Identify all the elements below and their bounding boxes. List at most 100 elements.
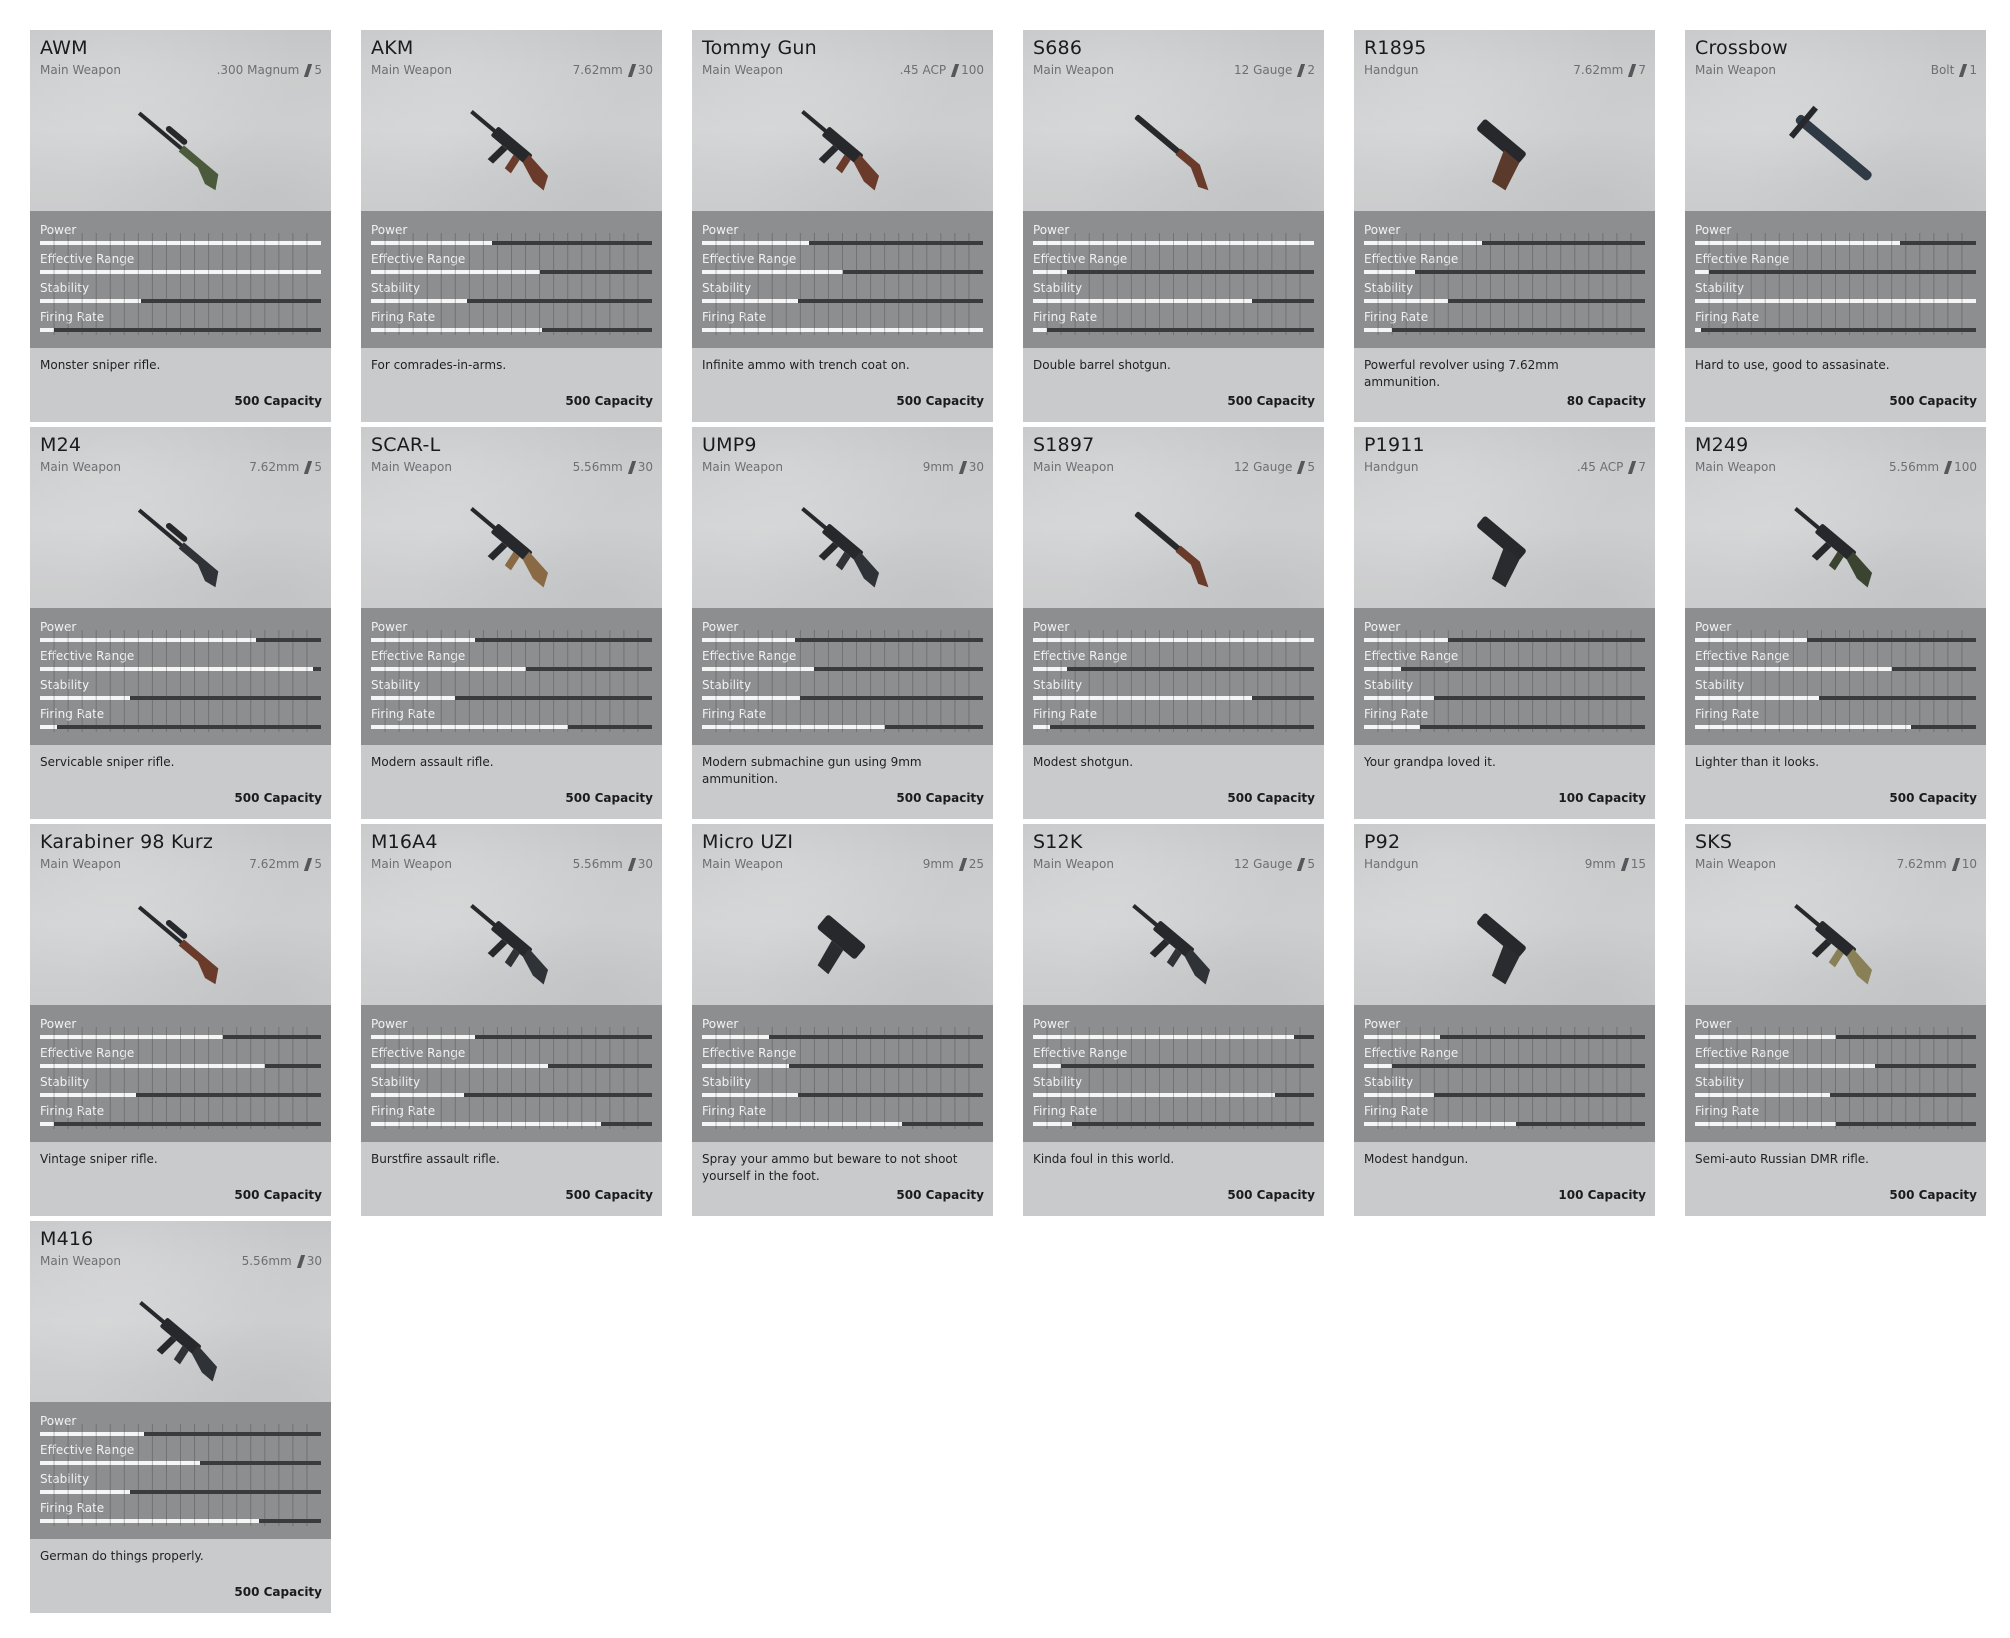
ammo-info: 5.56mm 100 — [1889, 460, 1977, 474]
ammo-info: 9mm 25 — [923, 857, 984, 871]
stat-bar-fill — [40, 725, 57, 729]
weapon-card[interactable]: P92 Handgun 9mm 15 Power Effective Range Stabi… — [1354, 824, 1655, 1216]
weapon-name: SCAR-L — [371, 434, 441, 456]
stat-bar-fill — [371, 1122, 601, 1126]
ammo-info: 7.62mm 10 — [1897, 857, 1977, 871]
weapon-capacity: 500 Capacity — [234, 791, 322, 805]
stat-bar — [1364, 328, 1645, 332]
stat-bar-fill — [40, 299, 141, 303]
stat-stability: Stability — [1364, 674, 1645, 703]
ammo-caliber: 9mm — [922, 460, 954, 474]
stat-bar-fill — [1033, 328, 1047, 332]
stat-bar — [40, 299, 321, 303]
ammo-caliber: 5.56mm — [241, 1254, 292, 1268]
weapon-card[interactable]: AKM Main Weapon 7.62mm 30 Power Effective Ran… — [361, 30, 662, 422]
stat-bar — [371, 1035, 652, 1039]
ammo-caliber: 5.56mm — [1888, 460, 1940, 474]
stat-bar-fill — [1364, 299, 1448, 303]
stat-label: Effective Range — [371, 252, 466, 266]
stat-bar — [1033, 241, 1314, 245]
weapon-stats: Power Effective Range Stability Firing Rate — [361, 1005, 662, 1142]
stat-label: Firing Rate — [40, 1501, 105, 1515]
stat-bar — [40, 696, 321, 700]
weapon-card[interactable]: Micro UZI Main Weapon 9mm 25 Power Effective … — [692, 824, 993, 1216]
stat-range: Effective Range — [1695, 645, 1976, 674]
ammo-caliber: 7.62mm — [1573, 63, 1624, 77]
ammo-caliber: .300 Magnum — [216, 63, 300, 77]
stat-bar — [702, 241, 983, 245]
stat-label: Firing Rate — [1364, 707, 1429, 721]
stat-label: Power — [1695, 620, 1732, 634]
stat-stability: Stability — [702, 1071, 983, 1100]
weapon-card[interactable]: Tommy Gun Main Weapon .45 ACP 100 Power Effec… — [692, 30, 993, 422]
stat-bar — [702, 1064, 983, 1068]
stat-bar — [1364, 667, 1645, 671]
stat-bar-fill — [1364, 1064, 1392, 1068]
stat-bar — [1695, 270, 1976, 274]
magazine-size: 10 — [1961, 857, 1977, 871]
weapon-card[interactable]: AWM Main Weapon .300 Magnum 5 Power Effective… — [30, 30, 331, 422]
stat-bar-fill — [702, 1093, 798, 1097]
stat-range: Effective Range — [40, 1439, 321, 1468]
stat-bar-fill — [40, 241, 321, 245]
weapon-card[interactable]: Karabiner 98 Kurz Main Weapon 7.62mm 5 Power… — [30, 824, 331, 1216]
weapon-stats: Power Effective Range Stability Firing Rate — [1354, 608, 1655, 745]
ammo-info: 7.62mm 5 — [249, 460, 322, 474]
weapon-capacity: 500 Capacity — [896, 394, 984, 408]
weapon-card[interactable]: M416 Main Weapon 5.56mm 30 Power Effective Ra… — [30, 1221, 331, 1613]
stat-label: Effective Range — [40, 649, 135, 663]
weapon-card[interactable]: SKS Main Weapon 7.62mm 10 Power Effective Ran… — [1685, 824, 1986, 1216]
bullet-icon — [304, 63, 313, 77]
stat-bar — [1695, 1064, 1976, 1068]
magazine-size: 5 — [314, 63, 322, 77]
stat-label: Effective Range — [1033, 649, 1128, 663]
stat-bar — [1364, 299, 1645, 303]
stat-stability: Stability — [1033, 674, 1314, 703]
weapon-card[interactable]: Crossbow Main Weapon Bolt 1 Power Effective R… — [1685, 30, 1986, 422]
weapon-capacity: 500 Capacity — [1889, 394, 1977, 408]
weapon-card[interactable]: P1911 Handgun .45 ACP 7 Power Effective Range… — [1354, 427, 1655, 819]
weapon-card[interactable]: R1895 Handgun 7.62mm 7 Power Effective Range S… — [1354, 30, 1655, 422]
weapon-description: Modern submachine gun using 9mm ammuniti… — [702, 755, 922, 786]
weapon-type: Main Weapon — [371, 460, 452, 474]
bullet-icon — [1297, 63, 1306, 77]
weapon-icon — [1118, 100, 1228, 200]
weapon-card[interactable]: S12K Main Weapon 12 Gauge 5 Power Effective R… — [1023, 824, 1324, 1216]
weapon-type: Main Weapon — [1695, 460, 1776, 474]
stat-range: Effective Range — [1033, 1042, 1314, 1071]
stat-label: Stability — [1695, 1075, 1745, 1089]
magazine-size: 5 — [1307, 460, 1315, 474]
stat-label: Stability — [702, 281, 752, 295]
weapon-icon — [1118, 894, 1228, 994]
stat-power: Power — [702, 219, 983, 248]
weapon-stats: Power Effective Range Stability Firing Rate — [1685, 1005, 1986, 1142]
weapon-icon — [456, 100, 566, 200]
stat-bar — [1364, 1122, 1645, 1126]
weapon-card[interactable]: M16A4 Main Weapon 5.56mm 30 Power Effective R… — [361, 824, 662, 1216]
weapon-icon — [456, 497, 566, 597]
stat-rate: Firing Rate — [702, 306, 983, 335]
weapon-preview — [692, 427, 993, 608]
stat-power: Power — [1033, 219, 1314, 248]
bullet-icon — [958, 460, 967, 474]
stat-label: Effective Range — [1364, 649, 1459, 663]
stat-power: Power — [1364, 219, 1645, 248]
weapon-card[interactable]: S686 Main Weapon 12 Gauge 2 Power Effective R… — [1023, 30, 1324, 422]
weapon-capacity: 500 Capacity — [565, 394, 653, 408]
weapon-capacity: 500 Capacity — [896, 791, 984, 805]
stat-bar-fill — [1695, 1093, 1830, 1097]
stat-label: Power — [371, 223, 408, 237]
weapon-card[interactable]: M249 Main Weapon 5.56mm 100 Power Effective R… — [1685, 427, 1986, 819]
ammo-caliber: .45 ACP — [1576, 460, 1624, 474]
weapon-description: Powerful revolver using 7.62mm ammunitio… — [1364, 358, 1559, 389]
bullet-icon — [304, 460, 313, 474]
weapon-card[interactable]: S1897 Main Weapon 12 Gauge 5 Power Effective … — [1023, 427, 1324, 819]
stat-bar-fill — [1033, 725, 1050, 729]
weapon-preview — [361, 427, 662, 608]
weapon-card[interactable]: SCAR-L Main Weapon 5.56mm 30 Power Effective … — [361, 427, 662, 819]
weapon-card[interactable]: UMP9 Main Weapon 9mm 30 Power Effective Range… — [692, 427, 993, 819]
stat-label: Effective Range — [702, 649, 797, 663]
weapon-icon — [1780, 894, 1890, 994]
stat-stability: Stability — [1364, 277, 1645, 306]
weapon-card[interactable]: M24 Main Weapon 7.62mm 5 Power Effective Rang… — [30, 427, 331, 819]
